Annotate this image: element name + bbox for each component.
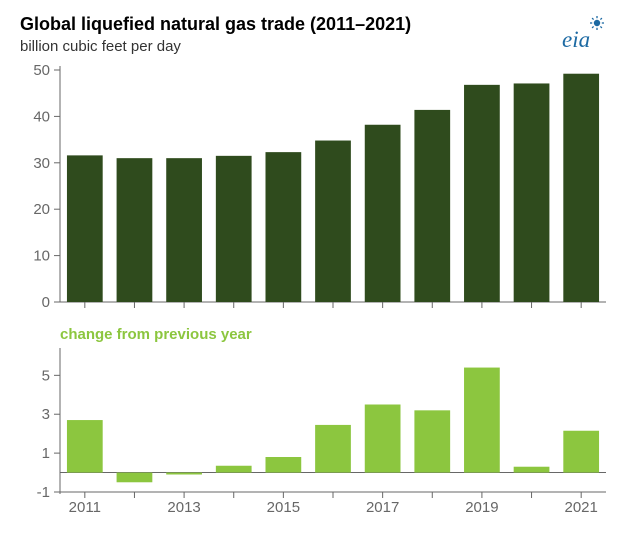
x-axis-label: 2011	[69, 499, 101, 516]
eia-logo-text: eia	[562, 27, 590, 52]
x-axis-label: 2013	[167, 499, 200, 516]
top-ytick-label: 20	[33, 201, 50, 218]
bottom-bar	[563, 431, 599, 473]
top-bar	[464, 85, 500, 302]
chart-container: Global liquefied natural gas trade (2011…	[0, 0, 626, 553]
bottom-ytick-label: 3	[42, 406, 50, 423]
chart-subtitle: billion cubic feet per day	[20, 38, 181, 55]
bottom-bar	[67, 420, 103, 473]
bottom-bar	[117, 473, 153, 483]
top-bar	[414, 110, 450, 302]
top-bar-chart: 0 10 20 30 40 50	[20, 58, 606, 316]
x-axis-label: 2019	[465, 499, 498, 516]
bottom-bar	[166, 473, 202, 475]
bottom-bar	[464, 368, 500, 473]
top-bar	[166, 158, 202, 302]
bottom-bar	[414, 410, 450, 472]
top-ytick-label: 50	[33, 62, 50, 79]
bottom-bar	[216, 466, 252, 473]
top-bar	[216, 156, 252, 302]
top-ytick-label: 40	[33, 108, 50, 125]
top-bar	[265, 152, 301, 302]
bottom-ytick-label: -1	[37, 484, 50, 501]
x-axis-label: 2021	[564, 499, 597, 516]
top-bar	[315, 141, 351, 302]
top-bar	[563, 74, 599, 302]
eia-sun-icon	[590, 16, 604, 30]
x-axis-label: 2015	[267, 499, 300, 516]
bottom-bar	[265, 457, 301, 473]
bottom-bar	[514, 467, 550, 473]
eia-logo-svg: eia	[558, 14, 608, 52]
x-axis-label: 2017	[366, 499, 399, 516]
top-bar	[117, 158, 153, 302]
top-ytick-label: 10	[33, 248, 50, 265]
top-bar	[67, 155, 103, 302]
eia-logo: eia	[558, 14, 608, 57]
top-bar	[514, 83, 550, 302]
bottom-bar	[365, 405, 401, 473]
top-ytick-label: 30	[33, 155, 50, 172]
bottom-ytick-label: 1	[42, 445, 50, 462]
bottom-bar-chart: -1 1 3 5 2011 2013 2015 2017 2019 2021	[20, 320, 606, 530]
top-bar	[365, 125, 401, 302]
bottom-ytick-label: 5	[42, 367, 50, 384]
bottom-bar	[315, 425, 351, 473]
top-ytick-label: 0	[42, 294, 50, 311]
chart-title: Global liquefied natural gas trade (2011…	[20, 14, 411, 35]
